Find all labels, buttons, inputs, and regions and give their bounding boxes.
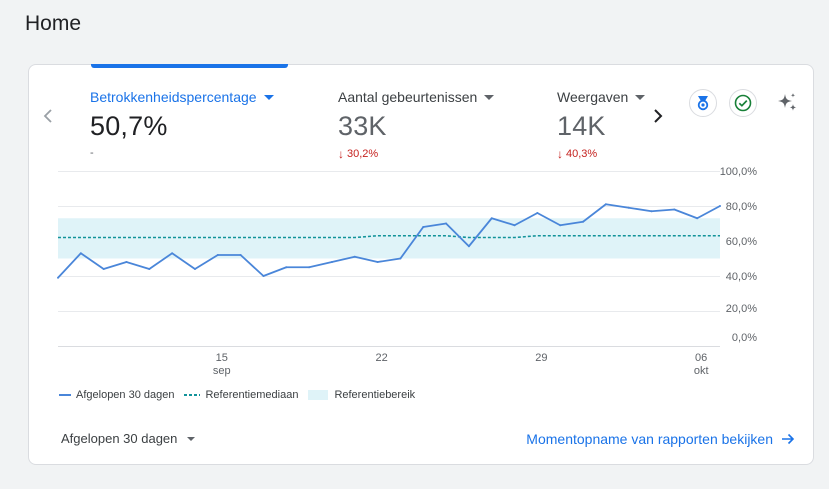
data-point (285, 266, 288, 269)
data-point (353, 255, 356, 258)
data-point (490, 217, 493, 220)
metric-value: 33K (338, 111, 387, 141)
chart-points (57, 203, 721, 279)
ribbon-badge-icon (697, 96, 709, 111)
data-point (308, 266, 311, 269)
y-axis-ticks: 100,0% 80,0% 60,0% 40,0% 20,0% 0,0% (720, 166, 758, 344)
metric-tab-views[interactable]: Weergaven 14K ↓ 40,3% (557, 89, 646, 161)
legend-label: Afgelopen 30 dagen (76, 389, 175, 401)
check-circle-icon (734, 94, 752, 112)
data-point (696, 217, 699, 220)
sparkle-icon (778, 93, 797, 111)
data-point (582, 220, 585, 223)
y-tick-label: 40,0% (726, 271, 757, 283)
reference-range-area (58, 218, 720, 259)
legend-item-range: Referentiebereik (308, 389, 415, 401)
data-point (445, 222, 448, 225)
data-point (719, 205, 721, 207)
chevron-left-icon (43, 109, 52, 123)
previous-metrics-button[interactable] (37, 103, 59, 129)
arrow-right-icon (782, 433, 795, 445)
chart-legend: Afgelopen 30 dagen Referentiemediaan Ref… (59, 389, 425, 401)
chart-series (57, 203, 721, 279)
legend-label: Referentiemediaan (205, 389, 299, 401)
data-point (102, 268, 105, 270)
y-tick-label: 100,0% (720, 166, 758, 178)
data-point (559, 224, 562, 227)
legend-swatch-area (308, 390, 329, 400)
legend-label: Referentiebereik (334, 389, 416, 401)
view-reports-snapshot-link[interactable]: Momentopname van rapporten bekijken (526, 431, 795, 447)
active-tab-indicator (91, 64, 288, 68)
chart-grid (58, 171, 720, 347)
current-period-line (57, 203, 721, 279)
benchmark-badge-button[interactable] (689, 89, 717, 117)
y-tick-label: 80,0% (726, 201, 757, 213)
x-tick-label: 29 (535, 352, 547, 364)
x-tick-sublabel: sep (213, 365, 231, 377)
arrow-down-icon: ↓ (557, 147, 563, 161)
y-tick-label: 20,0% (726, 303, 757, 315)
metric-label: Betrokkenheidspercentage (90, 89, 257, 105)
legend-swatch-solid (59, 394, 71, 396)
metric-label: Weergaven (557, 89, 629, 105)
data-point (148, 268, 151, 270)
data-point (513, 224, 516, 227)
data-point (399, 257, 402, 260)
metric-change: 40,3% (566, 148, 598, 160)
data-point (57, 276, 59, 279)
data-point (422, 226, 425, 228)
x-tick-sublabel: okt (694, 365, 709, 377)
y-tick-label: 60,0% (726, 236, 757, 248)
y-tick-label: 0,0% (732, 332, 757, 344)
x-tick-label: 15 (216, 352, 228, 364)
metric-change: - (90, 147, 94, 159)
verified-status-button[interactable] (729, 89, 757, 117)
legend-item-current: Afgelopen 30 dagen (59, 389, 174, 401)
reports-snapshot-card: Betrokkenheidspercentage 50,7% - Aantal … (28, 64, 814, 465)
data-point (330, 261, 333, 263)
metric-tab-engagement-rate[interactable]: Betrokkenheidspercentage 50,7% - (90, 89, 274, 159)
chevron-right-icon (654, 109, 663, 123)
data-point (650, 210, 653, 213)
metric-value: 50,7% (90, 111, 168, 141)
date-range-label: Afgelopen 30 dagen (61, 431, 178, 446)
date-range-dropdown[interactable]: Afgelopen 30 dagen (61, 431, 196, 446)
snapshot-link-label: Momentopname van rapporten bekijken (526, 431, 773, 447)
caret-down-icon (635, 94, 646, 100)
data-point (79, 252, 82, 255)
x-tick-label: 06 (695, 352, 707, 364)
page-title: Home (25, 12, 82, 35)
x-tick-label: 22 (375, 352, 387, 364)
caret-down-icon (263, 94, 274, 100)
data-point (467, 245, 470, 248)
data-point (604, 203, 607, 206)
data-point (673, 208, 676, 211)
metric-value: 14K (557, 111, 606, 141)
legend-swatch-dashed (184, 394, 201, 396)
caret-down-icon (484, 94, 495, 100)
data-point (536, 212, 539, 214)
metric-change: 30,2% (347, 148, 379, 160)
metric-tab-event-count[interactable]: Aantal gebeurtenissen 33K ↓ 30,2% (338, 89, 495, 161)
metric-label: Aantal gebeurtenissen (338, 89, 478, 105)
caret-down-icon (187, 436, 196, 441)
data-point (216, 254, 219, 256)
insights-button[interactable] (773, 89, 801, 117)
data-point (262, 275, 265, 277)
data-point (376, 261, 379, 263)
next-metrics-button[interactable] (647, 103, 669, 129)
data-point (193, 268, 196, 270)
median-line (58, 234, 720, 239)
data-point (239, 254, 242, 256)
data-point (627, 206, 630, 209)
data-point (125, 261, 128, 263)
reference-range-band (58, 218, 720, 259)
data-point (171, 252, 174, 255)
arrow-down-icon: ↓ (338, 147, 344, 161)
legend-item-median: Referentiemediaan (184, 389, 298, 401)
